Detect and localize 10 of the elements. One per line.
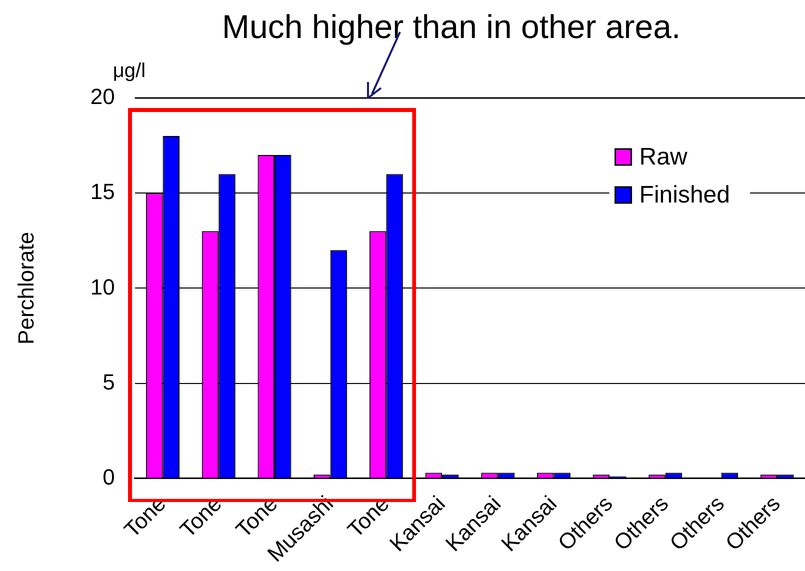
y-tick-label: 10 (90, 274, 115, 300)
y-tick-label: 20 (90, 84, 115, 110)
text: Much higher than in other area. (222, 8, 681, 46)
legend-label: Raw (639, 144, 688, 171)
legend-label: Finished (639, 182, 730, 209)
y-tick-label: 5 (102, 369, 115, 394)
y-axis-title: Perchlorate (13, 232, 38, 344)
y-tick-label: 0 (102, 464, 115, 490)
y-tick-label: 15 (90, 179, 115, 204)
text: μg/l (112, 60, 146, 83)
